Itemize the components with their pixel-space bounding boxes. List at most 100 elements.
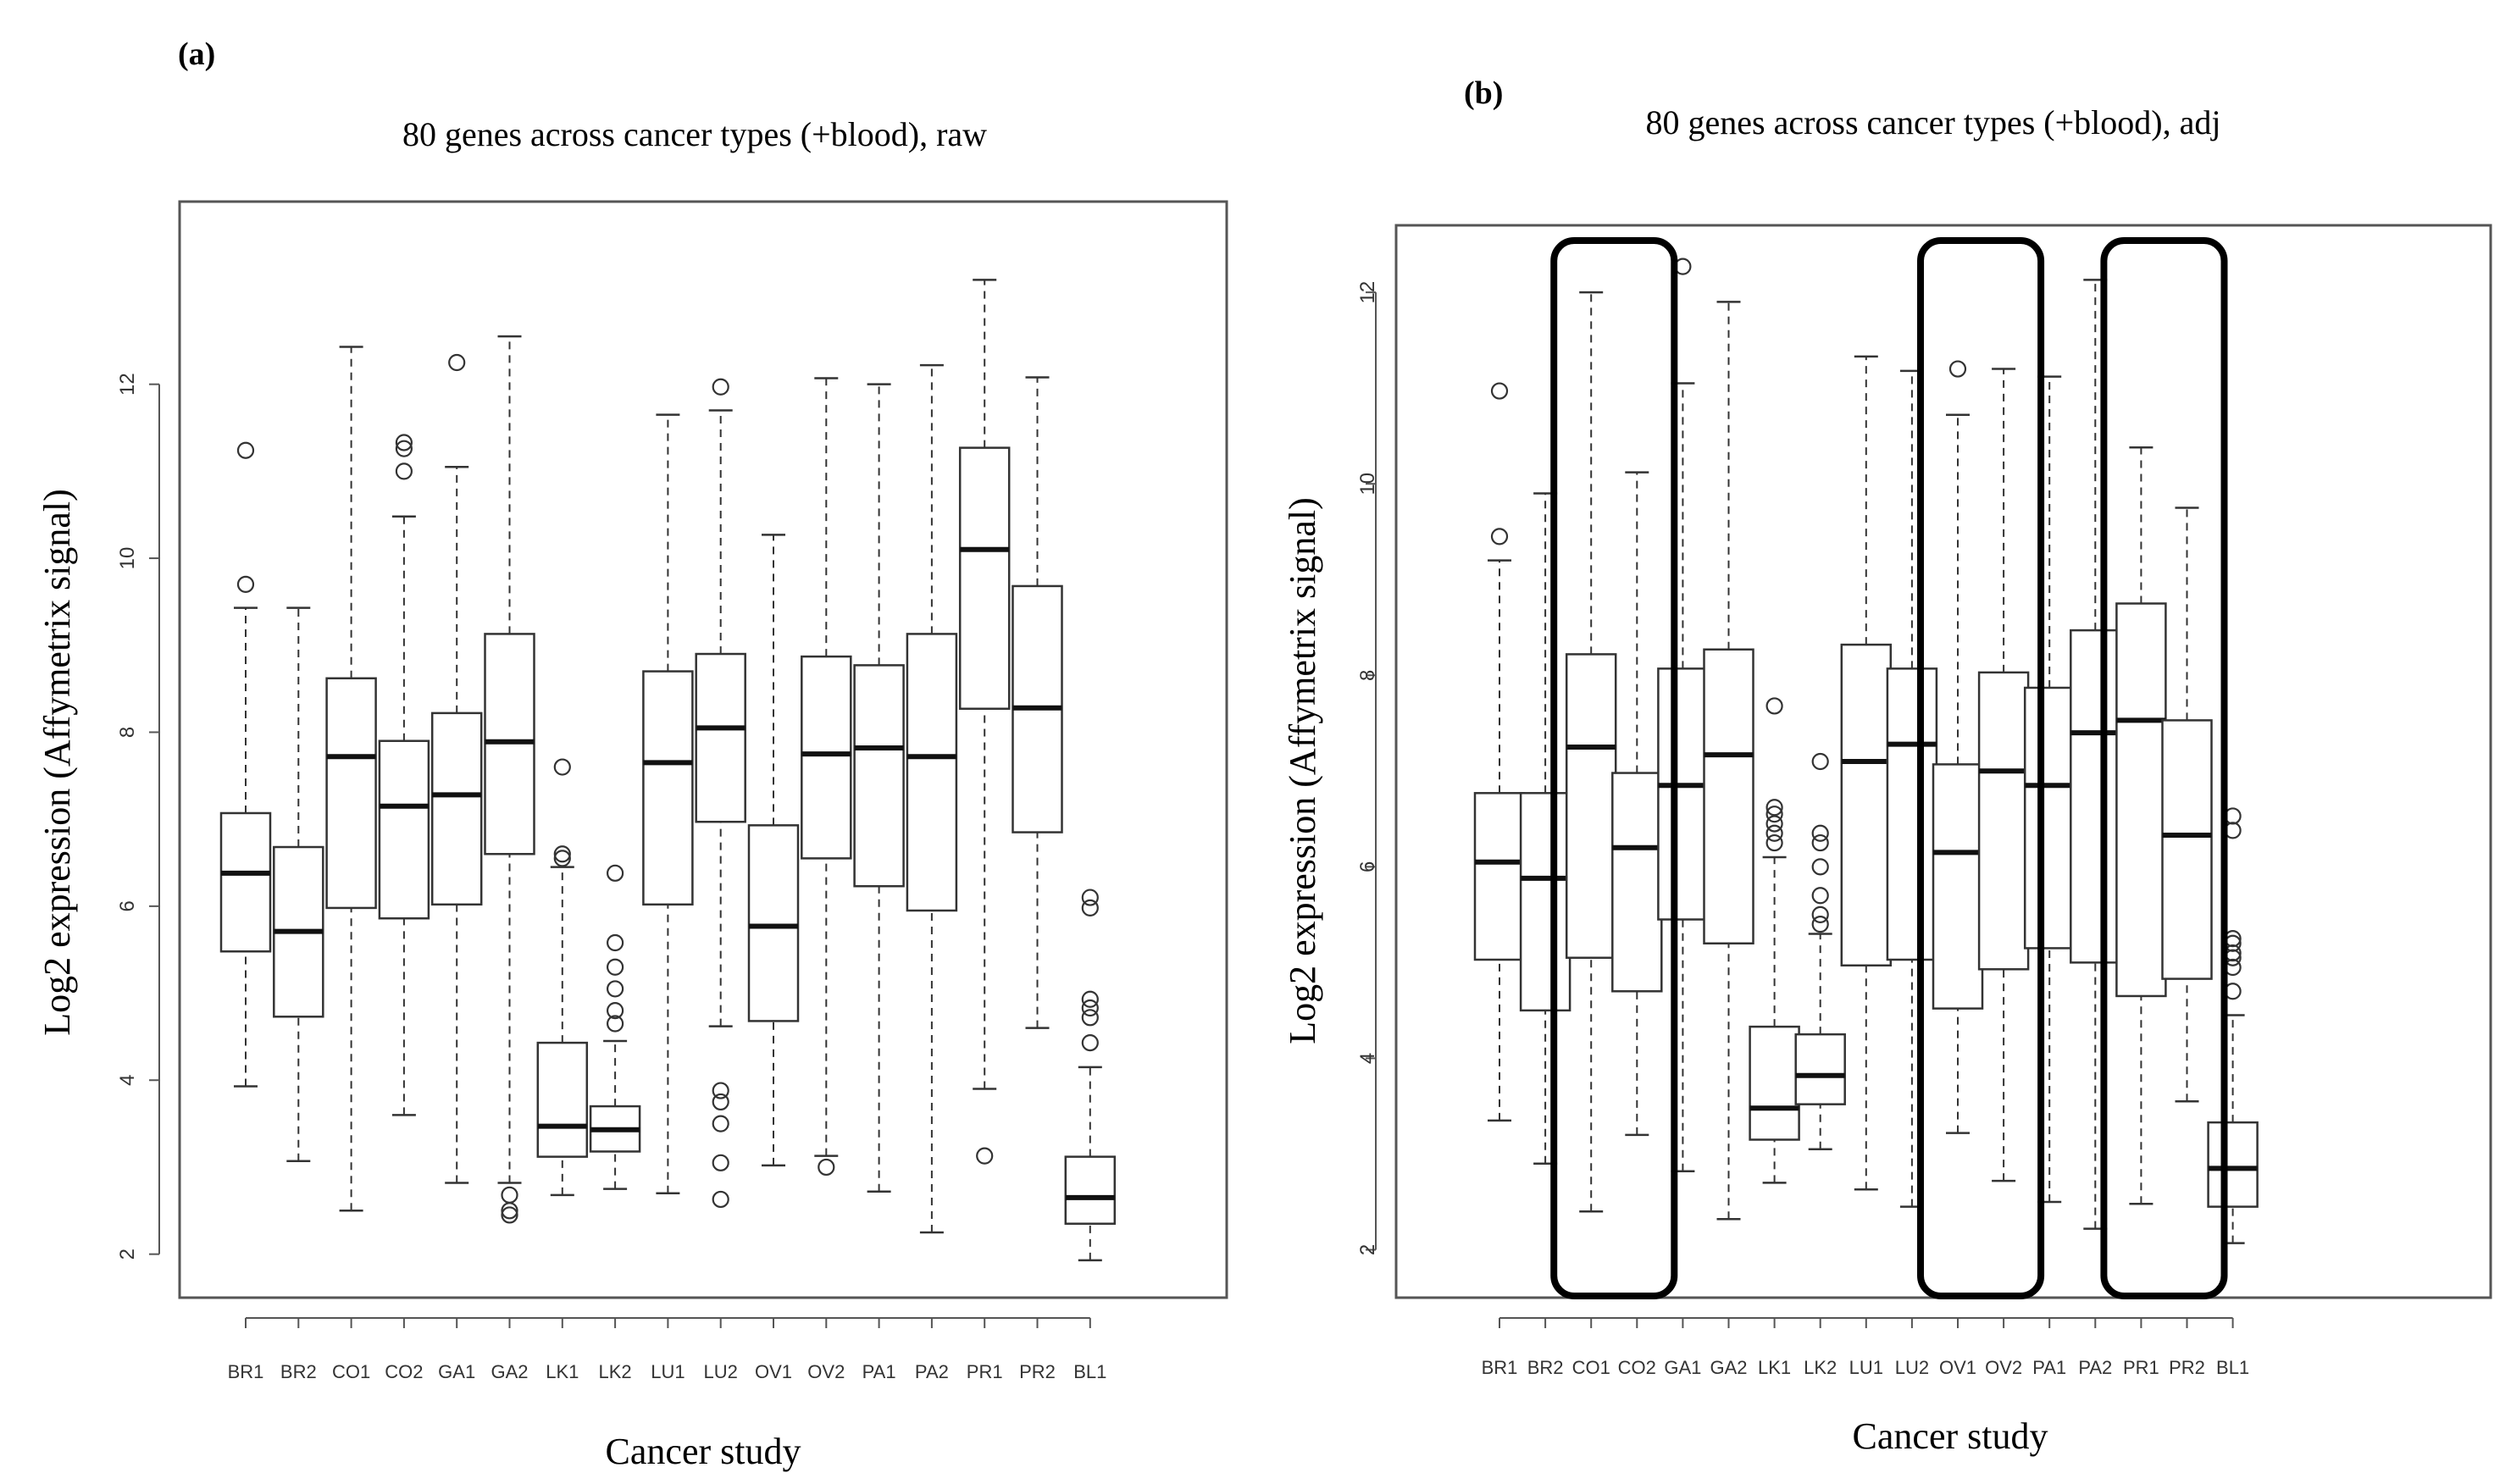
box-CO1	[325, 346, 377, 1212]
box-BR1	[219, 441, 272, 1088]
box-BL1	[2207, 807, 2259, 1244]
outlier-point	[1081, 1009, 1099, 1027]
x-tick-label: PA2	[2078, 1357, 2112, 1378]
x-tick-label: CO2	[385, 1361, 423, 1382]
iqr-box	[219, 811, 272, 953]
panel-a-x-label: Cancer study	[606, 1431, 801, 1472]
outlier-point	[818, 1158, 835, 1177]
iqr-box	[1977, 671, 2030, 971]
outlier-point	[1811, 905, 1829, 923]
y-tick-label: 2	[116, 1249, 139, 1260]
x-tick-label: PA2	[915, 1361, 949, 1382]
highlight-box-CO1-CO2	[1550, 237, 1678, 1299]
panel-b-boxes	[1473, 257, 2259, 1244]
outlier-point	[1765, 799, 1783, 817]
box-PR1	[2115, 446, 2167, 1205]
outlier-point	[395, 434, 413, 451]
outlier-point	[712, 1115, 729, 1132]
box-LU1	[642, 413, 694, 1195]
outlier-point	[395, 462, 413, 480]
iqr-box	[2070, 628, 2121, 964]
outlier-point	[1081, 889, 1099, 906]
outlier-point	[606, 933, 624, 952]
x-tick-label: GA2	[1710, 1357, 1747, 1378]
x-tick-label: PA1	[2032, 1357, 2066, 1378]
x-tick-label: PR1	[967, 1361, 1003, 1382]
iqr-box	[906, 633, 958, 912]
x-tick-label: CO1	[332, 1361, 370, 1382]
x-tick-label: OV2	[807, 1361, 845, 1382]
iqr-box	[695, 652, 746, 823]
iqr-box	[1794, 1033, 1846, 1105]
x-tick-label: PA1	[862, 1361, 896, 1382]
iqr-box	[1657, 667, 1709, 921]
outlier-point	[606, 958, 624, 976]
x-tick-label: GA1	[1664, 1357, 1701, 1378]
iqr-box	[1064, 1155, 1117, 1225]
iqr-box	[430, 712, 483, 906]
outlier-point	[712, 1082, 729, 1099]
box-PA2	[2070, 279, 2121, 1230]
box-BR2	[273, 606, 324, 1163]
iqr-box	[1886, 667, 1938, 961]
panel-a-y-axis: 2 4 6 8 10 12	[116, 373, 160, 1260]
iqr-box	[1840, 643, 1893, 967]
y-tick-label: 10	[1356, 473, 1379, 496]
box-PA1	[2023, 375, 2076, 1204]
outlier-point	[1811, 824, 1829, 842]
outlier-point	[712, 1154, 729, 1171]
box-OV1	[747, 534, 800, 1167]
outlier-point	[553, 758, 571, 776]
box-LU2	[695, 378, 746, 1209]
panel-a-title: 80 genes across cancer types (+blood), r…	[402, 115, 987, 153]
outlier-point	[606, 864, 624, 882]
panel-a-label: (a)	[178, 36, 215, 72]
x-tick-label: OV1	[1939, 1357, 1976, 1378]
x-tick-label: LU2	[1895, 1357, 1929, 1378]
x-tick-label: CO1	[1572, 1357, 1610, 1378]
outlier-point	[1811, 752, 1829, 771]
y-tick-label: 4	[1356, 1053, 1379, 1064]
iqr-box	[853, 664, 905, 888]
outlier-point	[712, 378, 729, 396]
iqr-box	[2207, 1121, 2259, 1208]
x-tick-label: LU1	[651, 1361, 685, 1382]
box-LK2	[589, 864, 641, 1190]
x-tick-label: LK1	[546, 1361, 579, 1382]
y-tick-label: 6	[1356, 861, 1379, 872]
panel-b-y-axis: 2 4 6 8 10 12	[1356, 281, 1379, 1255]
outlier-point	[1811, 887, 1829, 905]
y-tick-label: 8	[116, 727, 139, 738]
box-LK1	[1749, 697, 1800, 1184]
box-CO1	[1565, 291, 1617, 1213]
y-tick-label: 4	[116, 1075, 139, 1086]
outlier-point	[1765, 697, 1783, 715]
iqr-box	[2161, 719, 2213, 980]
iqr-box	[747, 824, 800, 1022]
box-GA1	[430, 353, 483, 1184]
x-tick-label: LU2	[704, 1361, 738, 1382]
outlier-point	[1948, 360, 1967, 378]
iqr-box	[2023, 686, 2076, 950]
outlier-point	[1765, 824, 1783, 842]
outlier-point	[976, 1147, 994, 1165]
box-CO2	[378, 434, 430, 1116]
iqr-box	[1932, 763, 1984, 1010]
outlier-point	[1081, 1033, 1099, 1052]
outlier-point	[1811, 833, 1829, 852]
outlier-point	[1811, 916, 1829, 933]
x-tick-label: PR1	[2123, 1357, 2159, 1378]
x-tick-label: LK2	[599, 1361, 632, 1382]
iqr-box	[1749, 1025, 1800, 1141]
y-tick-label: 12	[116, 373, 139, 396]
x-tick-label: CO2	[1618, 1357, 1656, 1378]
highlight-box-PR1-PR2	[2100, 237, 2228, 1299]
x-tick-label: BR2	[280, 1361, 317, 1382]
panel-b-label: (b)	[1464, 75, 1503, 111]
y-tick-label: 2	[1356, 1244, 1379, 1255]
x-tick-label: BL1	[1073, 1361, 1106, 1382]
y-tick-label: 10	[116, 547, 139, 570]
outlier-point	[1081, 999, 1099, 1017]
iqr-box	[1519, 792, 1571, 1012]
iqr-box	[801, 655, 852, 860]
